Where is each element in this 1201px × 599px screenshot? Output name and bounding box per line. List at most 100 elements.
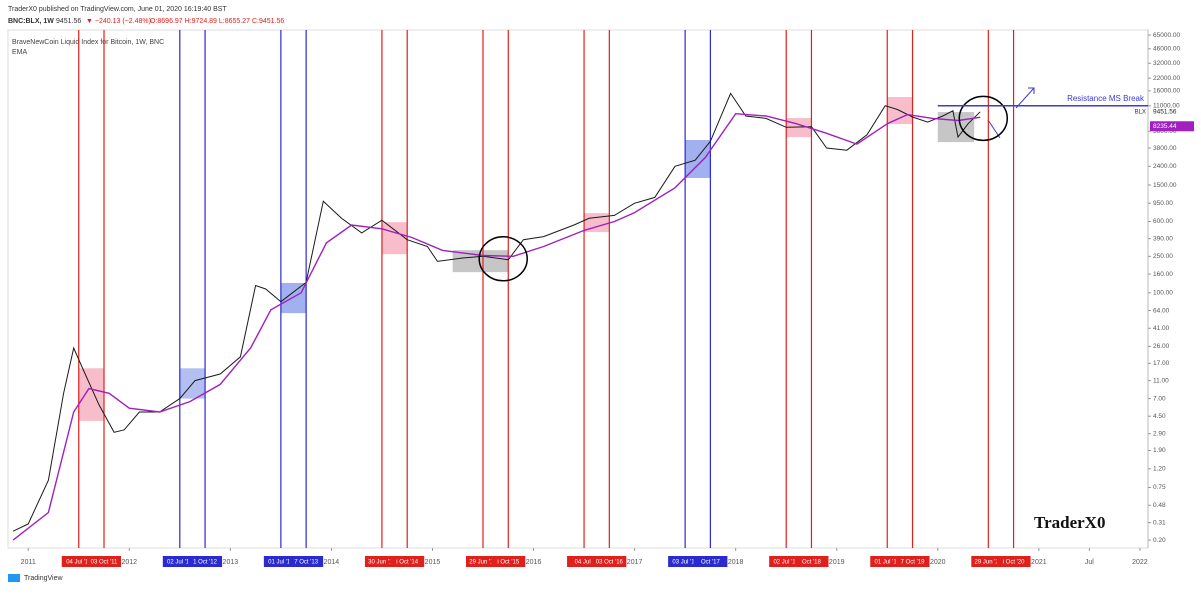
cycle-label: 02 Jul '12 — [167, 560, 193, 566]
y-tick-label: 5800.00 — [1153, 128, 1177, 135]
y-tick-label: 950.00 — [1153, 200, 1173, 207]
price-line — [12, 92, 981, 532]
zone — [280, 282, 307, 314]
y-tick-label: 0.31 — [1153, 519, 1166, 526]
cycle-label-box — [870, 556, 905, 567]
cycle-label: 30 Jun '14 — [368, 560, 396, 566]
symbol: BNC:BLX, 1W — [8, 18, 54, 25]
cycle-label: 04 Jul ' — [575, 560, 594, 566]
y-tick-label: 26.00 — [1153, 343, 1170, 350]
y-tick-label: 11000.00 — [1153, 102, 1180, 109]
y-tick-label: 3800.00 — [1153, 145, 1177, 152]
y-tick-label: 22000.00 — [1153, 75, 1180, 82]
y-tick-label: 1.90 — [1153, 447, 1166, 454]
y-tick-label: 600.00 — [1153, 218, 1173, 225]
y-tick-label: 250.00 — [1153, 253, 1173, 260]
footer-brand: TradingView — [24, 575, 63, 582]
published-line: TraderX0 published on TradingView.com, J… — [8, 6, 227, 13]
cycle-label: 02 Jul '18 — [773, 560, 799, 566]
cycle-label: Oct '17 — [701, 560, 720, 566]
x-tick-label: 2011 — [21, 559, 36, 566]
cycle-label-box — [895, 556, 930, 567]
cycle-label: 29 Jun '20 — [975, 560, 1003, 566]
y-tick-label: 64.00 — [1153, 307, 1170, 314]
cycle-label-box — [162, 556, 197, 567]
y-tick-label: 0.75 — [1153, 484, 1166, 491]
y-tick-label: 4.50 — [1153, 413, 1166, 420]
zone — [381, 222, 408, 255]
y-tick-label: 7.00 — [1153, 395, 1166, 402]
y-tick-label: 17.00 — [1153, 360, 1170, 367]
y-tick-label: 11.00 — [1153, 377, 1169, 384]
ema-legend: EMA — [12, 49, 28, 56]
last-price: 9451.56 — [56, 18, 81, 25]
y-tick-label: 1500.00 — [1153, 182, 1177, 189]
y-tick-label: 0.48 — [1153, 502, 1166, 509]
x-tick-label: 2016 — [526, 559, 542, 566]
arrow-up — [1015, 87, 1035, 109]
x-tick-label: 2015 — [425, 559, 441, 566]
arrow-head — [1028, 87, 1035, 94]
cycle-label: 03 Jul '17 — [672, 560, 698, 566]
cycle-label: i Oct '20 — [1003, 560, 1025, 566]
y-tick-label: 100.00 — [1153, 290, 1173, 297]
cycle-label: 1 Oct '12 — [193, 560, 217, 566]
resistance-label: Resistance MS Break — [1067, 94, 1145, 103]
y-tick-label: 0.20 — [1153, 537, 1166, 544]
x-tick-label: 2013 — [223, 559, 239, 566]
x-tick-label: 2020 — [930, 559, 946, 566]
y-tick-label: 16000.00 — [1153, 88, 1180, 95]
cycle-label: 04 Jul '11 — [66, 560, 92, 566]
ema-tag: 8235.44 — [1153, 123, 1177, 130]
x-tick-label: 2017 — [627, 559, 643, 566]
highlight-circle — [958, 95, 1009, 142]
y-tick-label: 46000.00 — [1153, 46, 1180, 53]
zone — [78, 368, 105, 421]
y-tick-label: 2400.00 — [1153, 163, 1177, 170]
x-tick-label: 2019 — [829, 559, 845, 566]
price-tag-symbol: BLX — [1135, 109, 1146, 115]
cycle-label-box — [794, 556, 829, 567]
price-tag: 9451.56 — [1153, 109, 1177, 116]
cycle-label-box — [364, 556, 399, 567]
cycle-label-box — [87, 556, 122, 567]
ema-tag-box — [1150, 121, 1194, 132]
cycle-label-box — [668, 556, 703, 567]
logo — [8, 574, 20, 582]
cycle-label-box — [263, 556, 298, 567]
x-tick-label: 2022 — [1132, 559, 1148, 566]
cycle-label-box — [61, 556, 96, 567]
cycle-label-box — [289, 556, 324, 567]
y-tick-label: 1.20 — [1153, 466, 1166, 473]
cycle-label-box — [996, 556, 1031, 567]
cycle-label: i Oct '14 — [396, 560, 418, 566]
cycle-label: 03 Oct '11 — [91, 560, 118, 566]
highlight-circle — [478, 236, 528, 282]
x-tick-label: 2014 — [324, 559, 340, 566]
x-tick-label: 2021 — [1031, 559, 1047, 566]
cycle-label: 29 Jun '15 — [469, 560, 497, 566]
x-tick-label: 2018 — [728, 559, 744, 566]
cycle-label: 7 Oct '13 — [294, 560, 318, 566]
cycle-label-box — [592, 556, 627, 567]
ema-line — [12, 112, 981, 541]
y-tick-label: 65000.00 — [1153, 32, 1180, 39]
watermark: TraderX0 — [1034, 513, 1105, 532]
cycle-label-box — [491, 556, 526, 567]
cycle-label-box — [693, 556, 728, 567]
cycle-label: 03 Oct '16 — [596, 560, 624, 566]
cycle-label-box — [188, 556, 223, 567]
cycle-label: 01 Jul '13 — [268, 560, 294, 566]
cycle-label-box — [567, 556, 602, 567]
y-tick-label: 390.00 — [1153, 235, 1173, 242]
x-tick-label: 2012 — [121, 559, 137, 566]
cycle-label-box — [971, 556, 1006, 567]
cycle-label: 7 Oct '19 — [901, 560, 925, 566]
change: ▼ −240.13 (−2.48%) — [86, 18, 151, 25]
cycle-label-box — [390, 556, 425, 567]
x-tick-label: Jul — [1085, 559, 1094, 566]
cycle-label: Oct '18 — [802, 560, 821, 566]
y-tick-label: 32000.00 — [1153, 60, 1180, 67]
